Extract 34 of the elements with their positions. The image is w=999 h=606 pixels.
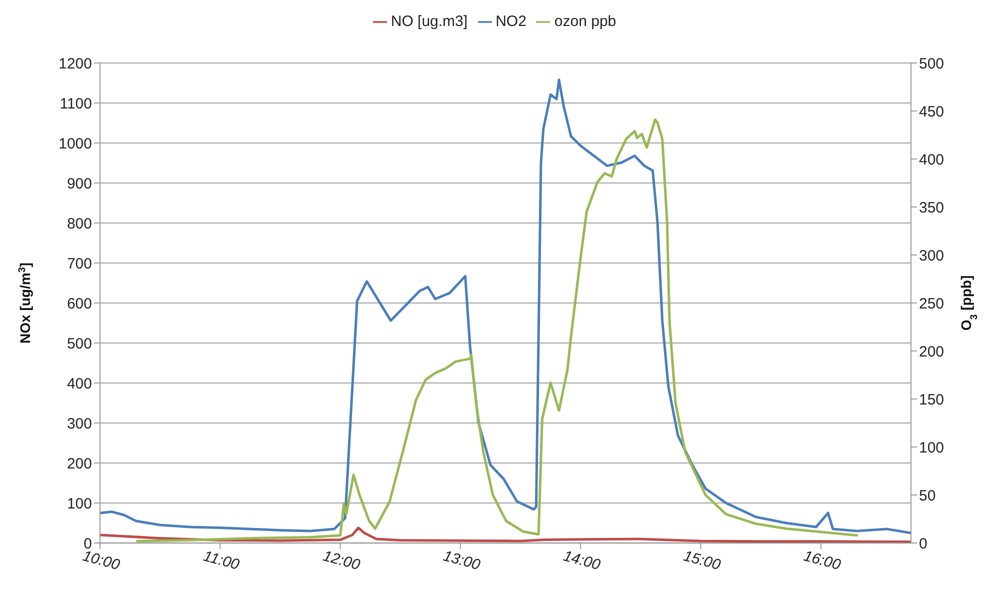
x-tick-label: 14:00 — [561, 548, 603, 574]
y-tick-label: 800 — [66, 215, 92, 232]
y2-tick-label: 200 — [919, 343, 944, 360]
y-tick-label: 1200 — [58, 55, 92, 72]
y2-tick-label: 350 — [919, 199, 944, 216]
y-tick-label: 700 — [66, 255, 92, 272]
y-tick-label: 1100 — [60, 95, 92, 112]
y2-tick-label: 300 — [919, 247, 944, 264]
y2-tick-label: 150 — [919, 391, 944, 408]
y-tick-label: 1000 — [58, 135, 92, 152]
x-tick-label: 11:00 — [202, 548, 242, 574]
y-tick-label: 900 — [66, 175, 92, 192]
y2-tick-label: 250 — [919, 295, 944, 312]
x-tick-label: 15:00 — [682, 548, 723, 574]
legend-label: NO [ug.m3] — [390, 13, 468, 30]
y2-tick-label: 0 — [919, 535, 928, 552]
x-tick-label: 16:00 — [802, 548, 844, 574]
y-tick-label: 200 — [66, 455, 92, 472]
y-tick-label: 100 — [66, 495, 92, 512]
y2-tick-label: 450 — [919, 103, 944, 120]
y-tick-label: 400 — [66, 375, 92, 392]
y-tick-label: 500 — [66, 335, 92, 352]
line-series — [100, 78, 911, 534]
x-tick-label: 13:00 — [441, 548, 483, 574]
y2-tick-label: 100 — [919, 439, 944, 456]
legend-label: ozon ppb — [554, 13, 616, 30]
y-tick-label: 600 — [66, 295, 92, 312]
line-series — [136, 118, 858, 542]
y2-tick-label: 500 — [919, 55, 944, 72]
y2-tick-label: 400 — [919, 151, 944, 168]
x-tick-label: 12:00 — [321, 548, 362, 574]
y2-tick-label: 50 — [919, 487, 936, 504]
y-tick-label: 300 — [66, 415, 92, 432]
legend-label: NO2 — [496, 13, 526, 30]
